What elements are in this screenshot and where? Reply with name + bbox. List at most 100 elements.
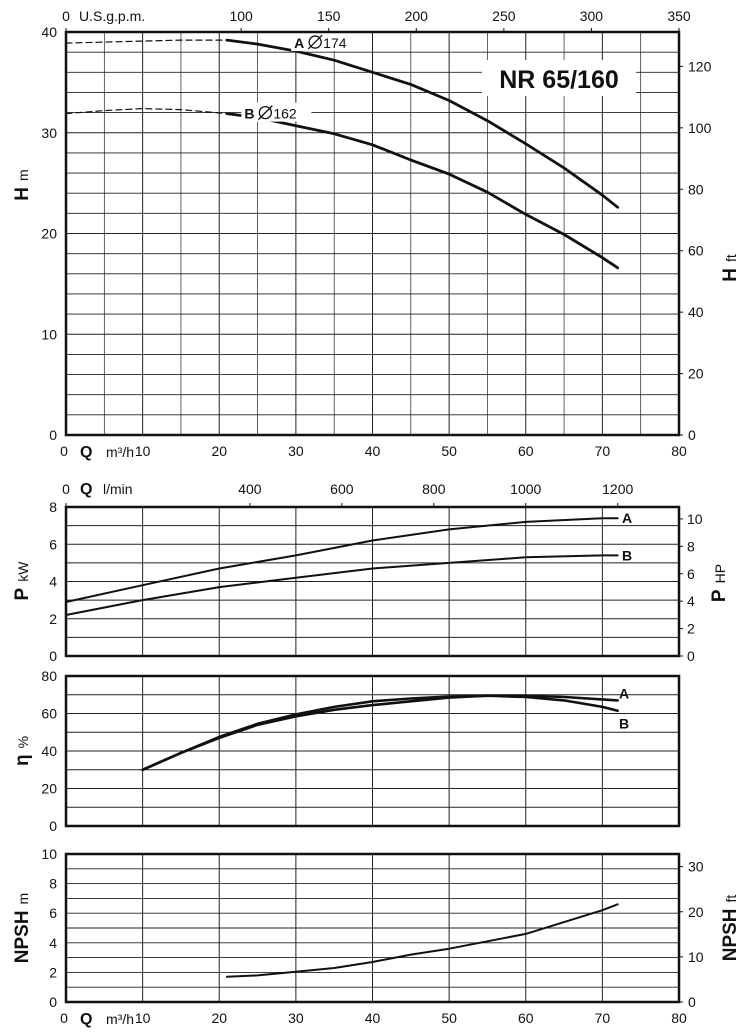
head-x-unit: m³/h [106, 444, 134, 460]
diameter-symbol-slash [307, 34, 323, 50]
head-ytick-right-label: 100 [688, 120, 712, 136]
head-xtick-top-label: 200 [405, 8, 429, 24]
head-curve-label-bg [291, 32, 362, 52]
power-ytick-label: 4 [49, 574, 57, 590]
model-label: NR 65/160 [499, 66, 619, 94]
npsh-left-axis-title: NPSH m [12, 893, 33, 963]
diameter-symbol-icon [308, 35, 322, 49]
npsh-ytick-right-label: 20 [688, 904, 704, 920]
npsh-frame [64, 852, 681, 1004]
head-xtick-top-label: 0 [62, 8, 70, 24]
power-right-axis-symbol: P [709, 589, 730, 602]
npsh-ytick-right-label: 10 [688, 949, 704, 965]
head-curve-label-name: B [244, 106, 254, 122]
eff-ytick-label: 80 [41, 668, 57, 684]
head-ytick-right-label: 40 [688, 304, 704, 320]
power-xtick-top-label: 400 [238, 481, 262, 497]
npsh-ytick-label: 4 [49, 935, 57, 951]
head-right-axis-unit: ft [723, 254, 739, 262]
power-ytick-label: 2 [49, 611, 57, 627]
head-curve-label-name: A [294, 35, 304, 51]
eff-left-axis-title: η% [12, 736, 33, 766]
power-curve-label-B: B [622, 547, 632, 563]
head-xtick-top-label: 350 [667, 8, 691, 24]
head-xtick-label: 40 [365, 443, 381, 459]
head-ytick-label: 20 [41, 226, 57, 242]
head-curve-B-dashed [65, 108, 228, 115]
power-ytick-right-label: 4 [687, 593, 695, 609]
npsh-xtick-label: 0 [60, 1010, 68, 1026]
power-ytick-right-label: 6 [687, 566, 695, 582]
power-ytick-label: 0 [49, 648, 57, 664]
npsh-ytick-right-label: 0 [688, 994, 696, 1010]
power-curve-B [65, 554, 619, 616]
power-right-axis-title: P HP [709, 564, 730, 602]
eff-frame [64, 674, 681, 828]
npsh-left-axis-unit: m [15, 893, 31, 905]
head-right-axis-symbol: H [720, 268, 741, 282]
eff-left-axis-symbol: η [12, 754, 33, 766]
head-ytick-right-label: 120 [688, 58, 712, 74]
head-ytick-label: 0 [49, 427, 57, 443]
power-x-top-unit: l/min [103, 481, 133, 497]
head-left-axis-symbol: H [12, 187, 33, 201]
head-xtick-label: 70 [595, 443, 611, 459]
power-left-axis-unit: kW [15, 561, 31, 582]
efficiency-curve-A [141, 694, 619, 772]
power-ytick-label: 6 [49, 536, 57, 552]
npsh-curve [225, 903, 619, 978]
chart-labels: NR 65/160 [482, 60, 636, 96]
npsh-xtick-label: 30 [288, 1010, 304, 1026]
head-right-axis-title: Hft [720, 254, 741, 282]
diameter-symbol-icon [258, 105, 273, 120]
npsh-xtick-label: 50 [441, 1010, 457, 1026]
npsh-right-axis-symbol: NPSH [720, 908, 741, 961]
head-curve-label-diameter: 162 [273, 106, 297, 122]
power-right-axis-unit: HP [712, 564, 728, 583]
head-curve-A-dashed [65, 39, 228, 44]
power-ytick-right-label: 8 [687, 538, 695, 554]
npsh-x-symbol: Q [80, 1011, 92, 1028]
head-xtick-top-label: 100 [229, 8, 253, 24]
power-xtick-top-label: 600 [330, 481, 354, 497]
head-xtick-top-label: 250 [492, 8, 516, 24]
npsh-ytick-label: 2 [49, 964, 57, 980]
head-ytick-right-label: 0 [688, 427, 696, 443]
head-xtick-label: 30 [288, 443, 304, 459]
npsh-ytick-label: 6 [49, 905, 57, 921]
npsh-ytick-right-label: 30 [688, 859, 704, 875]
eff-ytick-label: 40 [41, 743, 57, 759]
eff-ytick-label: 0 [49, 818, 57, 834]
npsh-xtick-label: 20 [211, 1010, 227, 1026]
head-xtick-top-label: 150 [317, 8, 341, 24]
npsh-panel: 0 2 4 6 8 10 0 10 20 30 NPSH m NPSH ft 0 10 20 30 40 50 60 70… [12, 846, 741, 1028]
head-ytick-right-label: 20 [688, 366, 704, 382]
head-curve-A [225, 38, 620, 209]
head-ytick-label: 10 [41, 326, 57, 342]
power-left-axis-symbol: P [12, 587, 33, 600]
efficiency-curve-label-B: B [619, 716, 629, 732]
efficiency-panel: AB 0 20 40 60 80 η% [12, 668, 681, 834]
model-label-box [482, 60, 636, 96]
head-xtick-label: 0 [60, 443, 68, 459]
power-ytick-right-label: 0 [687, 648, 695, 664]
npsh-ytick-label: 0 [49, 994, 57, 1010]
eff-left-axis-unit: % [15, 736, 31, 748]
npsh-xtick-label: 10 [135, 1010, 151, 1026]
head-xtick-top-label: 300 [580, 8, 604, 24]
power-curve-label-A: A [622, 510, 632, 526]
head-curve-B [225, 112, 620, 270]
eff-ytick-label: 20 [41, 781, 57, 797]
npsh-left-axis-symbol: NPSH [12, 910, 33, 963]
npsh-ytick-label: 8 [49, 876, 57, 892]
power-ytick-right-label: 2 [687, 621, 695, 637]
npsh-xtick-label: 70 [595, 1010, 611, 1026]
head-left-axis-title: Hm [12, 169, 33, 200]
head-xtick-label: 10 [135, 443, 151, 459]
head-x-top-unit: U.S.g.p.m. [79, 8, 145, 24]
power-ytick-label: 8 [49, 499, 57, 515]
power-ytick-right-label: 10 [687, 511, 703, 527]
